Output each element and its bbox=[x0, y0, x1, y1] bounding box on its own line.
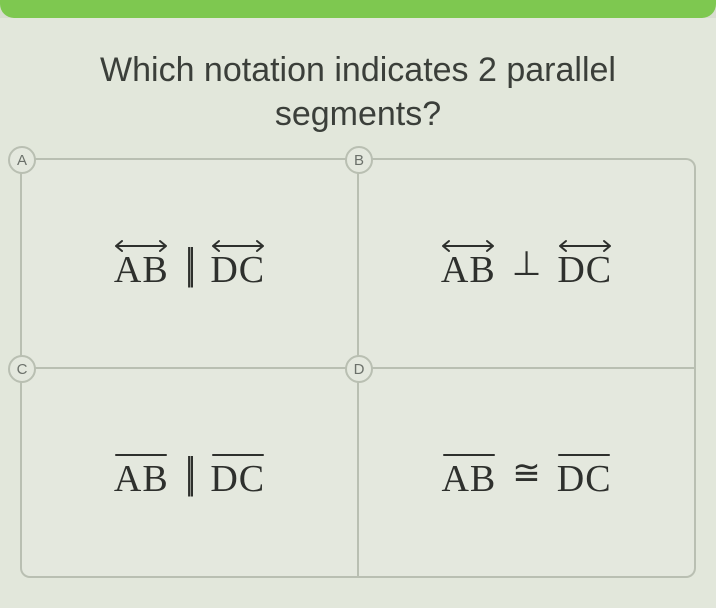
option-d-letter: D bbox=[345, 355, 373, 383]
option-a-term2: DC bbox=[208, 239, 267, 289]
option-c-term2: DC bbox=[208, 448, 267, 498]
option-c[interactable]: C AB || DC bbox=[20, 368, 358, 578]
question-text: Which notation indicates 2 parallel segm… bbox=[60, 48, 656, 136]
option-b-notation: AB ⊥ DC bbox=[439, 239, 614, 289]
option-a[interactable]: A AB || DC bbox=[20, 158, 358, 368]
parallel-symbol: || bbox=[181, 447, 199, 498]
parallel-symbol: || bbox=[181, 238, 199, 289]
quiz-content: Which notation indicates 2 parallel segm… bbox=[0, 18, 716, 608]
option-b-letter: B bbox=[345, 146, 373, 174]
option-c-letter: C bbox=[8, 355, 36, 383]
option-c-notation: AB || DC bbox=[112, 447, 267, 498]
option-d-term1: AB bbox=[439, 448, 498, 498]
options-grid: A AB || DC B bbox=[20, 158, 696, 578]
perpendicular-symbol: ⊥ bbox=[508, 244, 546, 284]
option-b-term1: AB bbox=[439, 239, 498, 289]
option-c-term1: AB bbox=[112, 448, 171, 498]
option-a-letter: A bbox=[8, 146, 36, 174]
option-d-term2: DC bbox=[555, 448, 614, 498]
option-d[interactable]: D AB ≅ DC bbox=[358, 368, 696, 578]
congruent-symbol: ≅ bbox=[508, 453, 545, 493]
question-line2: segments? bbox=[275, 95, 441, 133]
option-a-term1: AB bbox=[112, 239, 171, 289]
option-b[interactable]: B AB ⊥ DC bbox=[358, 158, 696, 368]
option-b-term2: DC bbox=[555, 239, 614, 289]
option-d-notation: AB ≅ DC bbox=[439, 448, 613, 498]
question-line1: Which notation indicates 2 parallel bbox=[100, 51, 616, 89]
accent-bar bbox=[0, 0, 716, 18]
option-a-notation: AB || DC bbox=[112, 238, 267, 289]
